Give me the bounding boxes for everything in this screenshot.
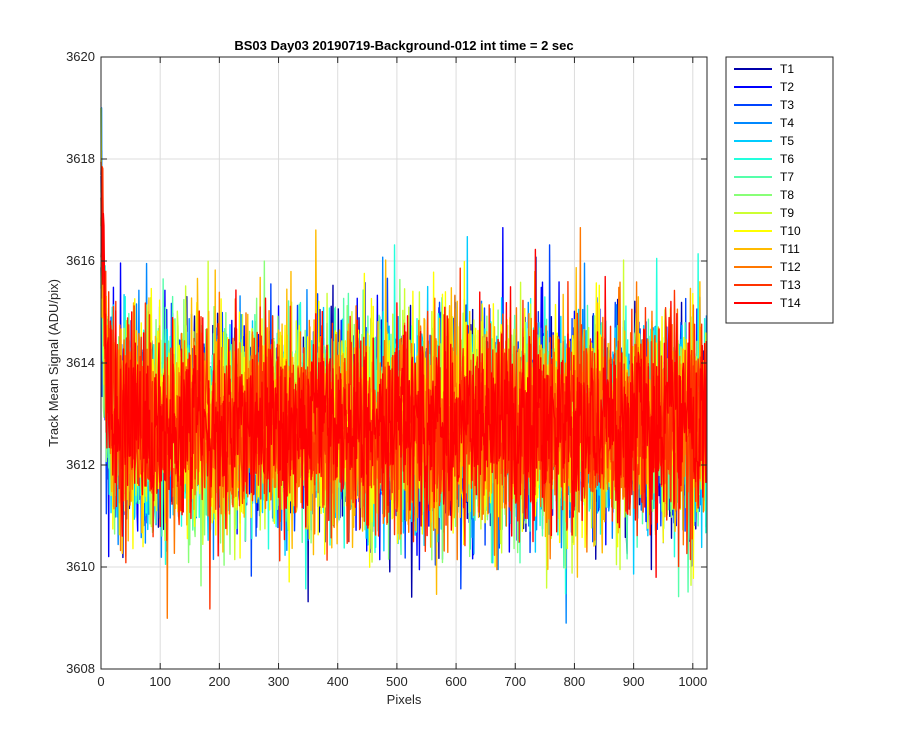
y-axis-label: Track Mean Signal (ADU/pix) bbox=[46, 279, 61, 447]
x-tick-label: 700 bbox=[504, 674, 526, 689]
x-tick-label: 0 bbox=[97, 674, 104, 689]
ticks: 0 100 200 300 400 500 600 700 800 900 1000 3608 3610… bbox=[66, 49, 707, 689]
x-axis-label: Pixels bbox=[387, 692, 422, 707]
legend-label-t8: T8 bbox=[780, 188, 794, 202]
x-tick-label: 800 bbox=[564, 674, 586, 689]
legend-label-t9: T9 bbox=[780, 206, 794, 220]
y-tick-label: 3616 bbox=[66, 253, 95, 268]
y-tick-label: 3618 bbox=[66, 151, 95, 166]
legend-label-t7: T7 bbox=[780, 170, 794, 184]
legend-label-t4: T4 bbox=[780, 116, 794, 130]
x-tick-label: 100 bbox=[149, 674, 171, 689]
legend-label-t14: T14 bbox=[780, 296, 801, 310]
x-tick-label: 1000 bbox=[678, 674, 707, 689]
y-tick-label: 3620 bbox=[66, 49, 95, 64]
y-tick-label: 3614 bbox=[66, 355, 95, 370]
y-tick-label: 3612 bbox=[66, 457, 95, 472]
x-tick-label: 300 bbox=[268, 674, 290, 689]
y-tick-label: 3610 bbox=[66, 559, 95, 574]
legend: T1 T2 T3 T4 T5 T6 T7 T8 T9 T10 T11 T12 T13 T14 bbox=[725, 56, 834, 324]
legend-label-t3: T3 bbox=[780, 98, 794, 112]
series-group bbox=[100, 107, 708, 624]
legend-label-t11: T11 bbox=[780, 242, 800, 256]
legend-label-t13: T13 bbox=[780, 278, 801, 292]
x-tick-label: 200 bbox=[209, 674, 231, 689]
chart-title: BS03 Day03 20190719-Background-012 int t… bbox=[234, 38, 573, 53]
x-tick-label: 600 bbox=[445, 674, 467, 689]
legend-label-t10: T10 bbox=[780, 224, 801, 238]
legend-box bbox=[725, 56, 834, 324]
legend-label-t5: T5 bbox=[780, 134, 794, 148]
legend-label-t1: T1 bbox=[780, 62, 794, 76]
series-line-t14 bbox=[100, 161, 708, 579]
x-tick-label: 500 bbox=[386, 674, 408, 689]
x-tick-label: 400 bbox=[327, 674, 349, 689]
legend-label-t2: T2 bbox=[780, 80, 794, 94]
legend-label-t6: T6 bbox=[780, 152, 794, 166]
legend-label-t12: T12 bbox=[780, 260, 801, 274]
x-tick-label: 900 bbox=[623, 674, 645, 689]
y-tick-label: 3608 bbox=[66, 661, 95, 676]
